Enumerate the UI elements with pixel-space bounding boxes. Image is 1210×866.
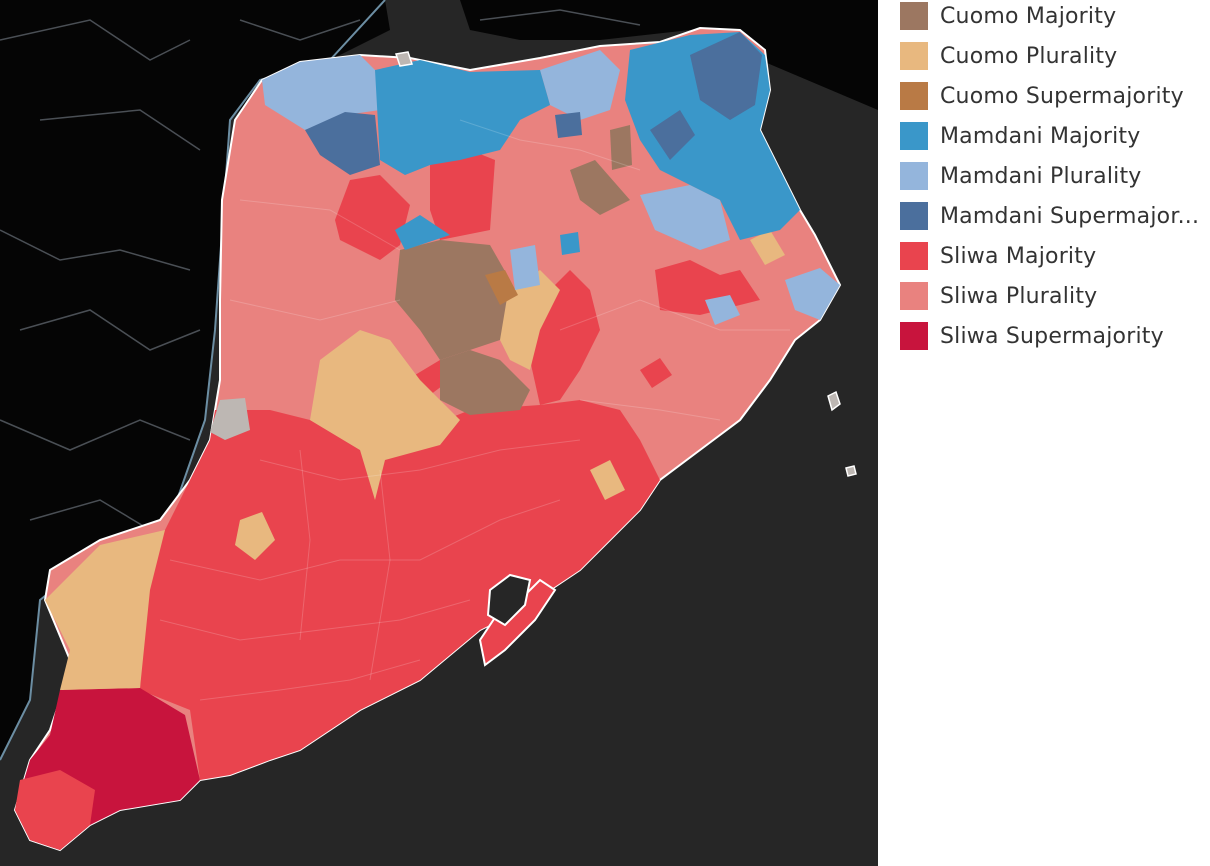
region-cuomo-majority-north[interactable] xyxy=(570,160,630,215)
region-cuomo-majority-small[interactable] xyxy=(610,125,632,170)
legend-label: Cuomo Supermajority xyxy=(940,83,1184,109)
region-mamdani-supermajority-nw[interactable] xyxy=(305,112,380,175)
region-mamdani-plurality-small[interactable] xyxy=(510,245,540,290)
legend-swatch xyxy=(900,42,928,70)
legend-swatch xyxy=(900,82,928,110)
region-cuomo-plurality-ne[interactable] xyxy=(750,230,785,265)
region-cuomo-plurality-center[interactable] xyxy=(310,330,460,500)
region-no-data xyxy=(210,398,250,440)
legend-item-sliwa-majority[interactable]: Sliwa Majority xyxy=(900,241,1202,271)
legend-swatch xyxy=(900,322,928,350)
legend-item-cuomo-supermajority[interactable]: Cuomo Supermajority xyxy=(900,81,1202,111)
legend-swatch xyxy=(900,202,928,230)
surrounding-land-west xyxy=(0,0,390,760)
legend-item-sliwa-supermajority[interactable]: Sliwa Supermajority xyxy=(900,321,1202,351)
region-sliwa-majority-south[interactable] xyxy=(140,400,660,780)
land-boundaries xyxy=(0,9,641,531)
region-mamdani-majority-west[interactable] xyxy=(395,215,450,250)
region-mamdani-supermajority-ne[interactable] xyxy=(690,32,762,120)
region-cuomo-plurality-west[interactable] xyxy=(45,530,165,690)
legend-swatch xyxy=(900,242,928,270)
map-panel[interactable] xyxy=(0,0,878,866)
offshore-island-2 xyxy=(845,465,857,477)
legend-item-cuomo-plurality[interactable]: Cuomo Plurality xyxy=(900,41,1202,71)
region-mamdani-majority-north[interactable] xyxy=(375,60,550,175)
legend-swatch xyxy=(900,282,928,310)
legend-label: Cuomo Majority xyxy=(940,3,1117,29)
staten-island-map[interactable] xyxy=(0,0,878,866)
legend-swatch xyxy=(900,162,928,190)
legend-item-cuomo-majority[interactable]: Cuomo Majority xyxy=(900,1,1202,31)
region-sliwa-majority-spot2[interactable] xyxy=(640,358,672,388)
region-sliwa-plurality-tottenville[interactable] xyxy=(15,770,95,850)
region-sliwa-majority-east[interactable] xyxy=(655,260,760,315)
region-mamdani-plurality-ne[interactable] xyxy=(640,185,730,250)
region-cuomo-majority-south[interactable] xyxy=(440,350,530,415)
region-mamdani-plurality-nw[interactable] xyxy=(262,55,380,130)
harbor-water xyxy=(486,573,532,627)
legend-label: Mamdani Plurality xyxy=(940,163,1142,189)
legend-swatch xyxy=(900,2,928,30)
region-mamdani-plurality-east[interactable] xyxy=(785,268,840,320)
legend-item-mamdani-supermajority[interactable]: Mamdani Supermajor... xyxy=(900,201,1202,231)
region-sliwa-majority-north[interactable] xyxy=(335,175,410,260)
region-mamdani-supermajority-small[interactable] xyxy=(555,112,582,138)
legend-label: Mamdani Supermajor... xyxy=(940,203,1200,229)
region-sliwa-majority-northcentral[interactable] xyxy=(430,150,495,240)
legend-label: Sliwa Plurality xyxy=(940,283,1098,309)
region-mamdani-plurality-north[interactable] xyxy=(540,50,620,120)
legend-swatch xyxy=(900,122,928,150)
legend-label: Mamdani Majority xyxy=(940,123,1141,149)
legend-item-sliwa-plurality[interactable]: Sliwa Plurality xyxy=(900,281,1202,311)
legend-label: Sliwa Supermajority xyxy=(940,323,1164,349)
region-mamdani-plurality-small2[interactable] xyxy=(705,295,740,325)
region-cuomo-majority-center[interactable] xyxy=(395,240,510,360)
legend-item-mamdani-majority[interactable]: Mamdani Majority xyxy=(900,121,1202,151)
offshore-island-1 xyxy=(827,390,841,412)
region-cuomo-plurality-east[interactable] xyxy=(590,460,625,500)
region-cuomo-plurality-small[interactable] xyxy=(235,512,275,560)
region-mamdani-supermajority-mid[interactable] xyxy=(650,110,695,160)
legend-label: Sliwa Majority xyxy=(940,243,1097,269)
region-mamdani-majority-small[interactable] xyxy=(560,232,580,255)
precinct-boundaries xyxy=(159,119,790,701)
region-cuomo-supermajority[interactable] xyxy=(485,270,518,305)
surrounding-land-north xyxy=(460,0,878,110)
legend-label: Cuomo Plurality xyxy=(940,43,1118,69)
offshore-island-3 xyxy=(395,51,413,67)
legend-item-mamdani-plurality[interactable]: Mamdani Plurality xyxy=(900,161,1202,191)
